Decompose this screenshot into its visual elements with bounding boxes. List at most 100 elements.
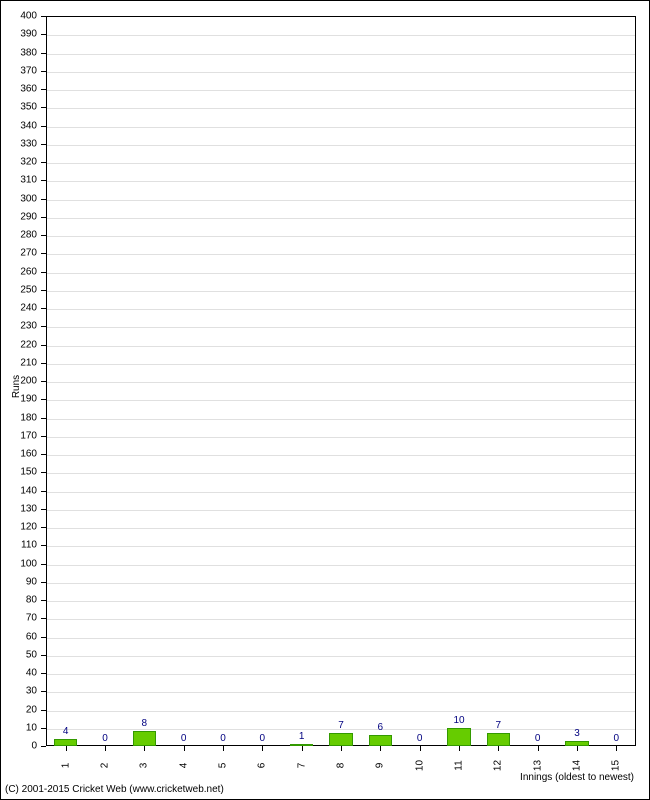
ytick-mark: [41, 472, 46, 473]
value-label: 3: [574, 728, 580, 739]
xtick-mark: [459, 746, 460, 751]
xtick-mark: [498, 746, 499, 751]
gridline: [47, 400, 635, 401]
xtick-mark: [380, 746, 381, 751]
gridline: [47, 382, 635, 383]
gridline: [47, 127, 635, 128]
ytick-label: 60: [26, 631, 37, 642]
xtick-mark: [616, 746, 617, 751]
gridline: [47, 35, 635, 36]
ytick-mark: [41, 728, 46, 729]
gridline: [47, 656, 635, 657]
value-label: 0: [260, 733, 266, 744]
ytick-label: 90: [26, 576, 37, 587]
bar: [329, 733, 353, 746]
ytick-label: 150: [20, 467, 37, 478]
gridline: [47, 181, 635, 182]
ytick-mark: [41, 34, 46, 35]
xtick-mark: [341, 746, 342, 751]
gridline: [47, 145, 635, 146]
gridline: [47, 473, 635, 474]
xtick-label: 5: [218, 763, 229, 769]
xtick-label: 4: [178, 763, 189, 769]
ytick-label: 180: [20, 412, 37, 423]
gridline: [47, 455, 635, 456]
gridline: [47, 437, 635, 438]
value-label: 0: [614, 733, 620, 744]
gridline: [47, 236, 635, 237]
ytick-mark: [41, 582, 46, 583]
chart-frame: Runs Innings (oldest to newest) (C) 2001…: [0, 0, 650, 800]
xtick-label: 2: [100, 763, 111, 769]
x-axis-label: Innings (oldest to newest): [520, 772, 634, 783]
gridline: [47, 565, 635, 566]
ytick-mark: [41, 144, 46, 145]
ytick-mark: [41, 509, 46, 510]
ytick-label: 130: [20, 503, 37, 514]
value-label: 0: [102, 733, 108, 744]
xtick-label: 11: [454, 760, 465, 770]
ytick-mark: [41, 16, 46, 17]
ytick-label: 400: [20, 11, 37, 22]
ytick-label: 330: [20, 138, 37, 149]
ytick-label: 340: [20, 120, 37, 131]
ytick-label: 370: [20, 65, 37, 76]
ytick-label: 100: [20, 558, 37, 569]
ytick-mark: [41, 53, 46, 54]
ytick-label: 360: [20, 84, 37, 95]
xtick-mark: [184, 746, 185, 751]
xtick-label: 7: [296, 763, 307, 769]
ytick-label: 250: [20, 284, 37, 295]
gridline: [47, 72, 635, 73]
ytick-mark: [41, 691, 46, 692]
ytick-label: 290: [20, 211, 37, 222]
ytick-label: 0: [31, 741, 37, 752]
ytick-label: 110: [21, 540, 37, 551]
ytick-mark: [41, 253, 46, 254]
ytick-label: 220: [20, 339, 37, 350]
ytick-mark: [41, 436, 46, 437]
ytick-mark: [41, 454, 46, 455]
ytick-mark: [41, 199, 46, 200]
xtick-mark: [577, 746, 578, 751]
ytick-mark: [41, 107, 46, 108]
ytick-mark: [41, 272, 46, 273]
ytick-label: 140: [20, 485, 37, 496]
xtick-mark: [144, 746, 145, 751]
ytick-label: 300: [20, 193, 37, 204]
gridline: [47, 218, 635, 219]
xtick-label: 3: [139, 763, 150, 769]
gridline: [47, 200, 635, 201]
value-label: 6: [378, 722, 384, 733]
ytick-mark: [41, 637, 46, 638]
gridline: [47, 711, 635, 712]
ytick-mark: [41, 180, 46, 181]
gridline: [47, 90, 635, 91]
ytick-label: 320: [20, 157, 37, 168]
ytick-mark: [41, 162, 46, 163]
ytick-label: 70: [26, 613, 37, 624]
value-label: 0: [417, 733, 423, 744]
xtick-label: 8: [336, 763, 347, 769]
ytick-mark: [41, 399, 46, 400]
gridline: [47, 54, 635, 55]
ytick-mark: [41, 418, 46, 419]
ytick-mark: [41, 746, 46, 747]
gridline: [47, 492, 635, 493]
ytick-label: 310: [20, 175, 37, 186]
value-label: 0: [535, 733, 541, 744]
gridline: [47, 364, 635, 365]
copyright-text: (C) 2001-2015 Cricket Web (www.cricketwe…: [5, 784, 224, 795]
gridline: [47, 510, 635, 511]
ytick-mark: [41, 600, 46, 601]
gridline: [47, 692, 635, 693]
ytick-mark: [41, 235, 46, 236]
ytick-label: 280: [20, 230, 37, 241]
ytick-label: 230: [20, 321, 37, 332]
ytick-label: 80: [26, 595, 37, 606]
xtick-mark: [66, 746, 67, 751]
ytick-label: 170: [20, 430, 37, 441]
ytick-label: 240: [20, 303, 37, 314]
gridline: [47, 108, 635, 109]
bar: [369, 735, 393, 746]
